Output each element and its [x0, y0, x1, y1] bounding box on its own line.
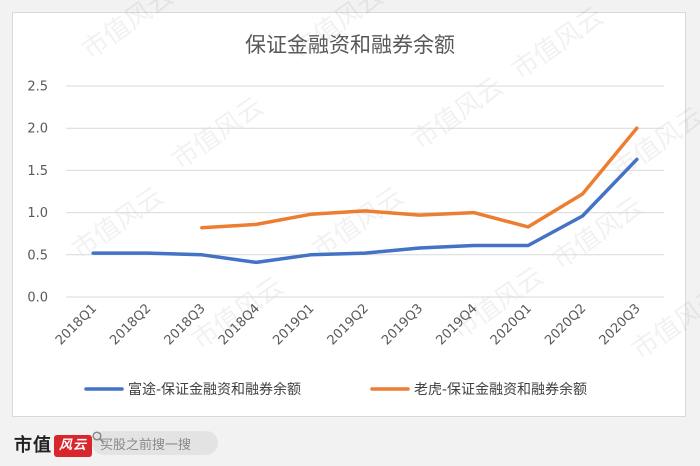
legend: 富途-保证金融资和融券余额 老虎-保证金融资和融券余额 [84, 381, 587, 398]
footer: 市值 风云 买股之前搜一搜 [0, 422, 700, 466]
x-tick-label: 2019Q1 [270, 301, 317, 348]
watermark-text: 市值风云 [607, 101, 700, 185]
brand-badge: 风云 [54, 435, 93, 457]
series-line-2 [200, 126, 639, 230]
search-bar[interactable]: 买股之前搜一搜 [92, 431, 218, 455]
y-tick-label: 1.0 [27, 206, 48, 221]
x-tick-label: 2020Q2 [542, 301, 589, 348]
x-tick-label: 2018Q2 [107, 301, 154, 348]
chart-title: 保证金融资和融券余额 [245, 33, 455, 57]
y-tick-label: 1.5 [27, 164, 48, 179]
search-icon [92, 431, 104, 443]
x-tick-label: 2018Q1 [53, 301, 100, 348]
y-tick-label: 2.0 [27, 122, 48, 137]
watermark-text: 市值风云 [507, 1, 609, 85]
watermark-text: 市值风云 [627, 281, 700, 365]
brand-logo[interactable]: 市值 风云 [14, 431, 93, 457]
y-tick-label: 2.5 [27, 80, 48, 95]
legend-label: 富途-保证金融资和融券余额 [128, 381, 301, 398]
watermark-text: 市值风云 [77, 0, 179, 66]
x-tick-label: 2019Q2 [325, 301, 372, 348]
y-tick-label: 0.5 [27, 248, 48, 263]
y-axis-ticks: 0.0 0.5 1.0 1.5 2.0 2.5 [27, 80, 48, 306]
watermark-text: 市值风云 [407, 71, 509, 155]
x-tick-label: 2019Q3 [379, 301, 426, 348]
legend-label: 老虎-保证金融资和融券余额 [414, 381, 587, 398]
y-tick-label: 0.0 [27, 291, 48, 306]
x-axis-ticks: 2018Q1 2018Q2 2018Q3 2018Q4 2019Q1 2019Q2 2019… [53, 301, 644, 348]
chart-card [12, 12, 686, 417]
watermark-text: 市值风云 [547, 191, 649, 275]
brand-text: 市值 [14, 435, 52, 456]
series-line-1 [91, 157, 639, 265]
search-placeholder: 买股之前搜一搜 [100, 437, 192, 453]
series-lines [91, 126, 639, 265]
watermark-text: 市值风云 [167, 91, 269, 175]
